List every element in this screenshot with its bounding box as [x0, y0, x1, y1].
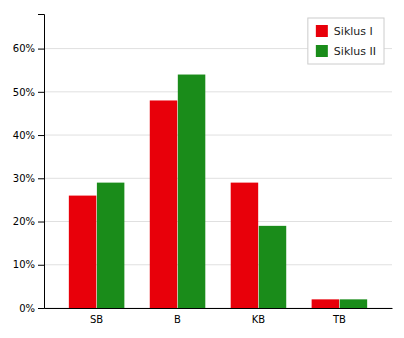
tick-mark: [38, 135, 44, 136]
legend-label: Siklus II: [334, 45, 376, 58]
y-tick: 10%: [13, 259, 44, 270]
bar: [340, 299, 367, 308]
y-tick: 40%: [13, 130, 44, 141]
legend: Siklus I Siklus II: [308, 18, 384, 64]
bar-series: [97, 75, 367, 308]
bars: [69, 75, 367, 308]
bar: [231, 183, 258, 308]
axis-line: [45, 308, 393, 309]
grid: [44, 49, 392, 308]
legend-box: [308, 18, 384, 64]
tick-mark: [38, 222, 44, 223]
tick-mark: [38, 265, 44, 266]
bar: [97, 183, 124, 308]
tick-label: 20%: [13, 216, 35, 227]
tick-label: 50%: [13, 87, 35, 98]
y-tick: 60%: [13, 43, 44, 54]
chart: 0%10%20%30%40%50%60%SBBKBTBSiklus ISiklu…: [0, 0, 404, 338]
tick-mark: [38, 49, 44, 50]
y-tick: 20%: [13, 216, 44, 227]
tick-label: TB: [332, 314, 346, 325]
tick-label: 30%: [13, 173, 35, 184]
bar: [150, 100, 177, 308]
x-tick: B: [174, 314, 181, 325]
bar: [312, 299, 339, 308]
tick-mark: [38, 178, 44, 179]
legend-item: Siklus I: [316, 25, 373, 38]
tick-label: 0%: [19, 303, 35, 314]
legend-item: Siklus II: [316, 45, 376, 58]
tick-label: 10%: [13, 259, 35, 270]
x-tick: TB: [332, 314, 346, 325]
y-tick: 0%: [19, 303, 44, 314]
grid-line: [44, 91, 392, 92]
tick-label: SB: [90, 314, 103, 325]
plot-area: 0%10%20%30%40%50%60%SBBKBTBSiklus ISiklu…: [13, 15, 393, 326]
tick-mark: [38, 92, 44, 93]
bar: [259, 226, 286, 308]
bar: [178, 75, 205, 308]
y-tick: 30%: [13, 173, 44, 184]
grid-line: [44, 178, 392, 179]
tick-mark: [38, 308, 44, 309]
axis-line: [38, 15, 45, 309]
tick-label: 60%: [13, 43, 35, 54]
legend-swatch: [316, 45, 328, 57]
x-axis: SB B KB TB: [45, 309, 393, 326]
y-axis: 0% 10% 20% 30% 40% 50% 60%: [13, 15, 45, 314]
tick-label: KB: [252, 314, 266, 325]
tick-label: 40%: [13, 130, 35, 141]
legend-swatch: [316, 25, 328, 37]
y-tick: 50%: [13, 87, 44, 98]
tick-label: B: [174, 314, 181, 325]
bar: [69, 196, 96, 308]
x-tick: KB: [252, 314, 266, 325]
x-tick: SB: [90, 314, 103, 325]
grid-line: [44, 135, 392, 136]
legend-label: Siklus I: [334, 25, 373, 38]
